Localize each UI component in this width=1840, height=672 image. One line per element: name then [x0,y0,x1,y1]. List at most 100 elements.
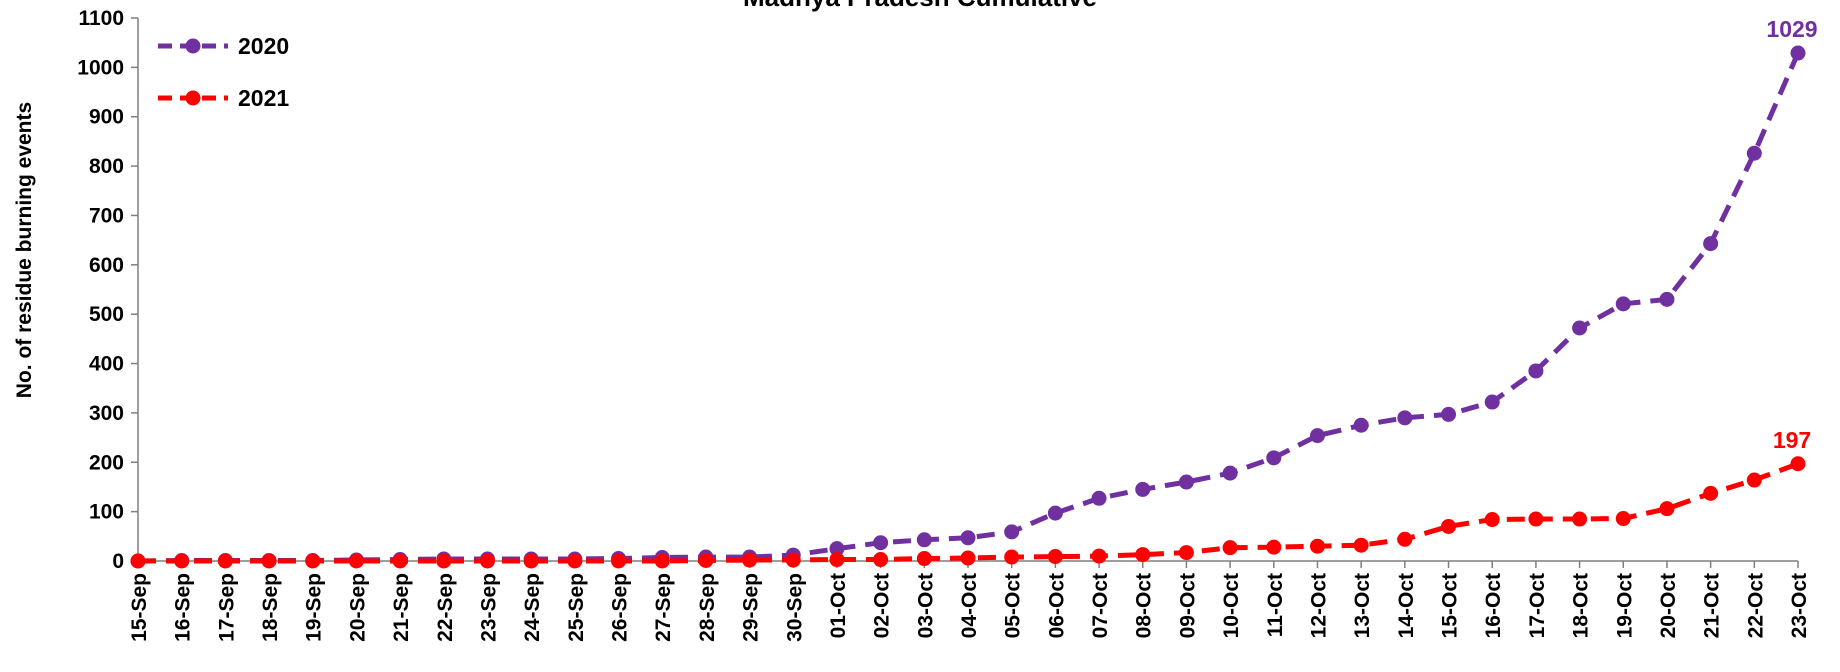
x-tick-label: 23-Oct [1788,573,1811,638]
data-point [217,553,233,569]
x-tick-label: 17-Sep [215,573,238,642]
x-tick-label: 04-Oct [958,573,981,638]
data-point [1266,539,1282,555]
data-point [1004,524,1020,540]
y-tick-label: 100 [89,501,124,524]
x-tick-label: 20-Oct [1657,573,1680,638]
data-point [1572,511,1588,527]
y-tick-label: 500 [89,303,124,326]
data-point [305,553,321,569]
x-tick-label: 21-Sep [390,573,413,642]
y-tick-label: 200 [89,451,124,474]
data-point [1441,518,1457,534]
data-point [479,553,495,569]
data-point [130,553,146,569]
data-point [916,532,932,548]
x-tick-label: 16-Sep [172,573,195,642]
data-point [348,553,364,569]
x-tick-label: 22-Sep [434,573,457,642]
data-point [960,530,976,546]
x-tick-label: 18-Sep [259,573,282,642]
data-point [174,553,190,569]
y-tick-label: 1100 [78,7,124,30]
y-tick-label: 0 [112,550,124,573]
x-tick-label: 03-Oct [914,573,937,638]
x-tick-label: 20-Sep [346,573,369,642]
data-point [960,550,976,566]
series-lines: 1029 197 [130,16,1818,569]
data-point [1528,363,1544,379]
x-tick-label: 06-Oct [1045,573,1068,638]
x-tick-label: 10-Oct [1220,573,1243,638]
x-tick-label: 19-Oct [1613,573,1636,638]
data-point [1309,428,1325,444]
x-tick-label: 13-Oct [1351,573,1374,638]
y-tick-label: 1000 [77,56,124,79]
data-point [1659,291,1675,307]
x-tick-label: 23-Sep [477,573,500,642]
axes: 0 100 200 300 400 500 600 700 800 900 1000 1100 15-S… [77,7,1811,642]
data-point [1790,456,1806,472]
data-point [1353,537,1369,553]
x-tick-label: 21-Oct [1701,573,1724,638]
data-point [1441,406,1457,422]
data-point [1484,512,1500,528]
x-tick-label: 17-Oct [1526,573,1549,638]
data-point [1178,545,1194,561]
x-tick-label: 12-Oct [1307,573,1330,638]
end-value-label: 1029 [1766,16,1817,42]
x-tick-label: 24-Sep [521,573,544,642]
x-tick-label: 15-Sep [128,573,151,642]
x-tick-label: 19-Sep [303,573,326,642]
data-point [873,535,889,551]
x-tick-label: 05-Oct [1002,573,1025,638]
end-value-label: 197 [1773,427,1811,453]
data-point [1135,481,1151,497]
y-tick-label: 300 [89,402,124,425]
data-point [698,553,714,569]
x-tick-label: 15-Oct [1439,573,1462,638]
data-point [1615,511,1631,527]
y-tick-label: 400 [89,353,124,376]
data-point [523,553,539,569]
legend-label: 2021 [238,85,289,111]
data-point [916,551,932,567]
data-point [1135,547,1151,563]
data-point [1528,511,1544,527]
data-point [1353,417,1369,433]
y-tick-label: 800 [89,155,124,178]
legend-label: 2020 [238,33,289,59]
x-tick-label: 07-Oct [1089,573,1112,638]
x-tick-label: 11-Oct [1264,573,1287,637]
data-point [1572,320,1588,336]
x-tick-label: 28-Sep [696,573,719,642]
data-point [1047,549,1063,565]
series-2021: 197 [130,427,1811,569]
data-point [1047,505,1063,521]
data-point [1397,410,1413,426]
y-tick-label: 700 [89,204,124,227]
series-line [138,461,1799,564]
x-tick-label: 27-Sep [652,573,675,642]
data-point [1091,490,1107,506]
x-tick-label: 25-Sep [565,573,588,642]
legend-item-2020: 2020 [158,33,289,59]
data-point [392,553,408,569]
data-point [1659,501,1675,517]
x-tick-label: 02-Oct [871,573,894,638]
data-point [1178,474,1194,490]
legend: 2020 2021 [158,33,289,111]
data-point [1484,394,1500,410]
data-point [1266,450,1282,466]
data-point [261,553,277,569]
x-tick-label: 22-Oct [1744,573,1767,638]
data-point [1222,465,1238,481]
y-tick-label: 600 [89,254,124,277]
legend-marker [185,90,201,106]
x-tick-label: 29-Sep [740,573,763,642]
series-2020: 1029 [130,16,1818,569]
x-tick-label: 09-Oct [1176,573,1199,638]
data-point [1615,296,1631,312]
data-point [742,552,758,568]
data-point [654,553,670,569]
